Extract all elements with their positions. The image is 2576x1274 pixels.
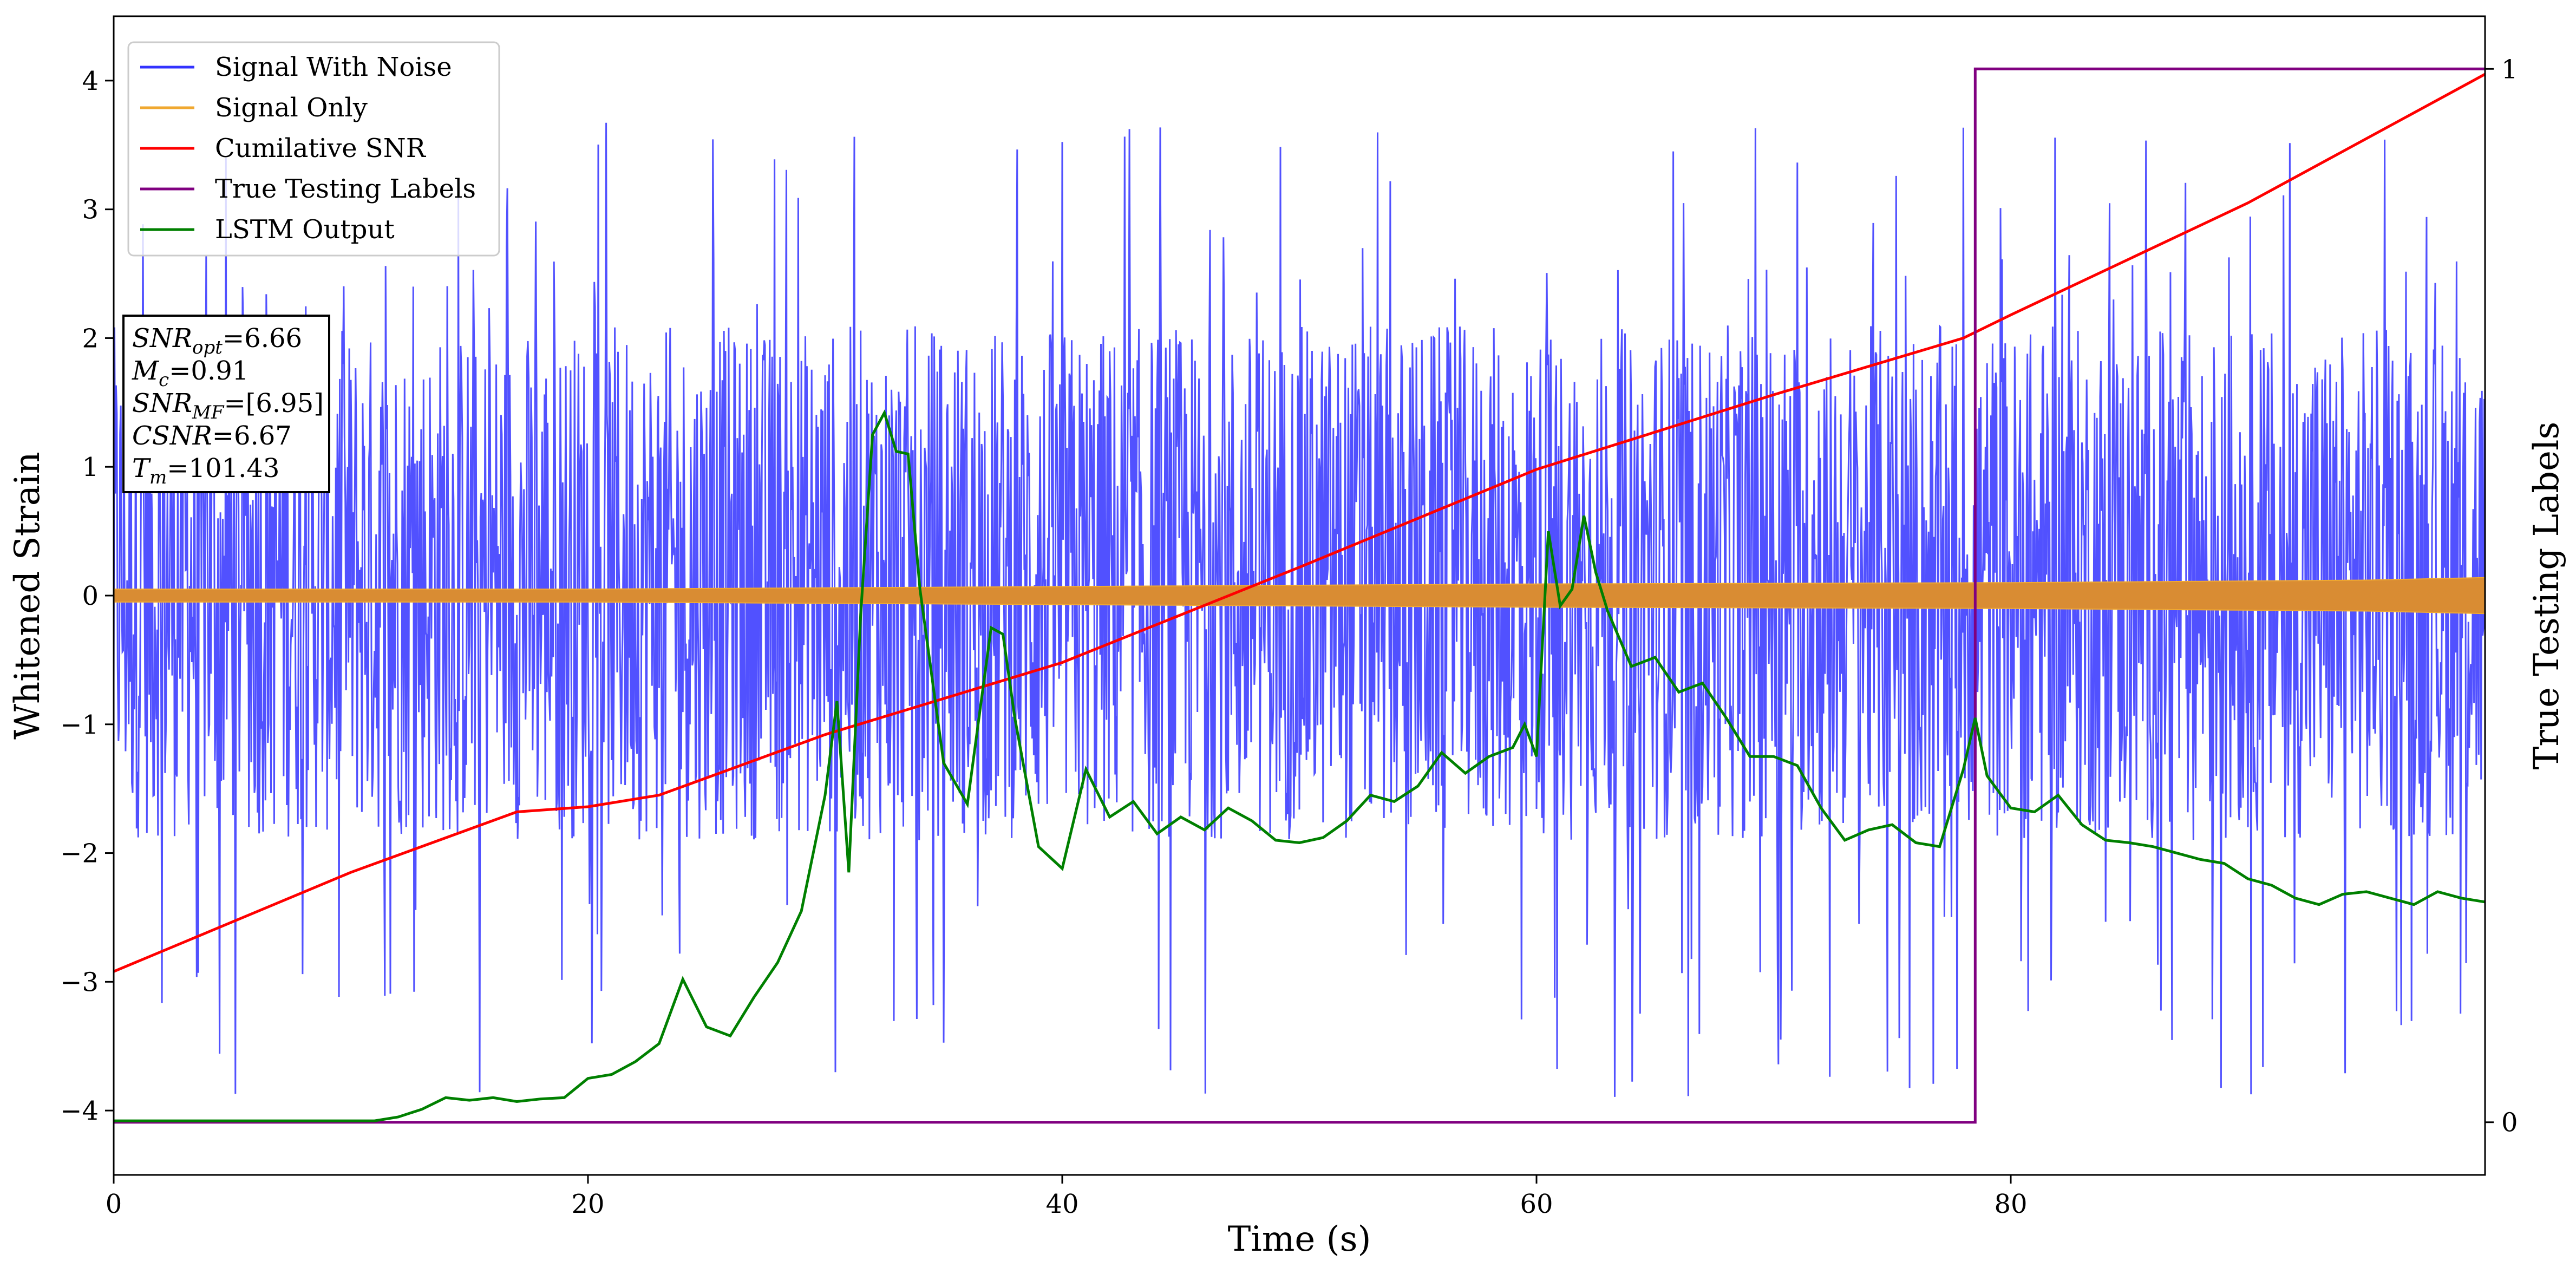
x-tick-label: 60 [1520, 1189, 1553, 1219]
legend-frame [127, 41, 500, 257]
x-tick-label: 40 [1045, 1189, 1078, 1219]
y-tick-label: 4 [82, 66, 99, 96]
series-lstm-output [114, 409, 2485, 1122]
y-tick-label: −4 [60, 1096, 99, 1126]
legend-label: Signal With Noise [215, 52, 452, 82]
y-tick-label: −2 [60, 839, 99, 869]
info-line: Mc=0.91 [132, 356, 249, 391]
info-line: SNRMF=[6.95] [132, 388, 324, 423]
legend: Signal With Noise Signal Only Cumilative S… [127, 41, 500, 257]
y-tick-label: −3 [60, 967, 99, 997]
series-layer [114, 67, 2485, 1124]
info-line: SNRopt=6.66 [132, 323, 302, 358]
info-line: CSNR=6.67 [132, 421, 292, 451]
y-tick-label: 2 [82, 323, 99, 354]
series-true-testing-labels [114, 67, 2485, 1124]
info-line: Tm=101.43 [132, 453, 279, 488]
y-right-tick-label: 1 [2501, 54, 2518, 84]
x-tick-label: 0 [106, 1189, 122, 1219]
x-axis-label: Time (s) [1228, 1219, 1371, 1259]
legend-label: LSTM Output [215, 214, 395, 245]
legend-label: Signal Only [215, 93, 368, 123]
y-axis-label: Whitened Strain [8, 452, 48, 739]
y-tick-label: 0 [82, 581, 99, 611]
y-tick-label: 1 [82, 452, 99, 482]
x-tick-label: 80 [1994, 1189, 2027, 1219]
y-tick-label: 3 [82, 195, 99, 225]
y-right-tick-label: 0 [2501, 1108, 2518, 1138]
y-right-axis-label: True Testing Labels [2527, 422, 2567, 770]
info-box-frame [122, 315, 330, 493]
series-signal-with-noise [114, 122, 2485, 1097]
series-signal-only [114, 577, 2485, 615]
x-tick-label: 20 [571, 1189, 604, 1219]
info-box: SNRopt=6.66Mc=0.91SNRMF=[6.95]CSNR=6.67T… [122, 315, 330, 493]
legend-label: Cumilative SNR [215, 133, 427, 164]
y-tick-label: −1 [60, 710, 99, 740]
series-cumilative-snr [114, 73, 2485, 973]
legend-label: True Testing Labels [215, 174, 476, 204]
